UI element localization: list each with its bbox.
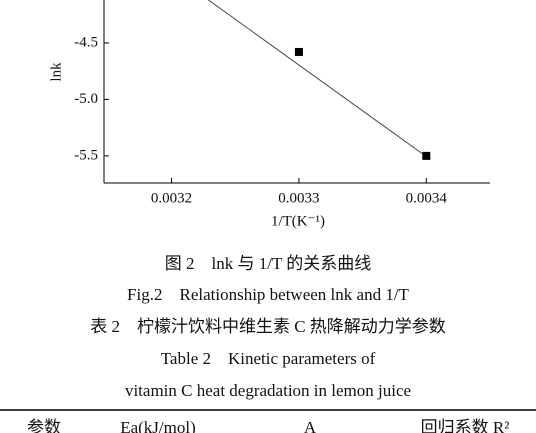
x-tick-label: 0.0034 [406, 190, 448, 206]
data-point [422, 151, 431, 160]
fit-line [208, 0, 431, 160]
table-caption-en: vitamin C heat degradation in lemon juic… [125, 381, 411, 400]
x-axis-label: 1/T(K⁻¹) [271, 213, 325, 229]
x-tick-label: 0.0033 [278, 190, 319, 206]
data-point [294, 47, 303, 56]
figure-caption-en: Fig.2 Relationship between lnk and 1/T [127, 285, 409, 304]
figure-caption-cn: 图 2 lnk 与 1/T 的关系曲线 [165, 254, 372, 273]
x-tick-label: 0.0032 [151, 190, 192, 206]
y-axis-label: lnk [48, 62, 64, 82]
y-tick-label: -5.5 [74, 147, 98, 163]
table-header: 回归系数 R² [421, 418, 510, 433]
table-caption-en: Table 2 Kinetic parameters of [161, 349, 376, 368]
y-tick-label: -5.0 [74, 91, 98, 107]
table-header: Ea(kJ/mol) [120, 418, 196, 433]
table-header: 参数 [27, 418, 61, 433]
y-tick-label: -4.5 [74, 34, 98, 50]
table-header: A [304, 418, 317, 433]
table-caption-cn: 表 2 柠檬汁饮料中维生素 C 热降解动力学参数 [90, 317, 446, 336]
